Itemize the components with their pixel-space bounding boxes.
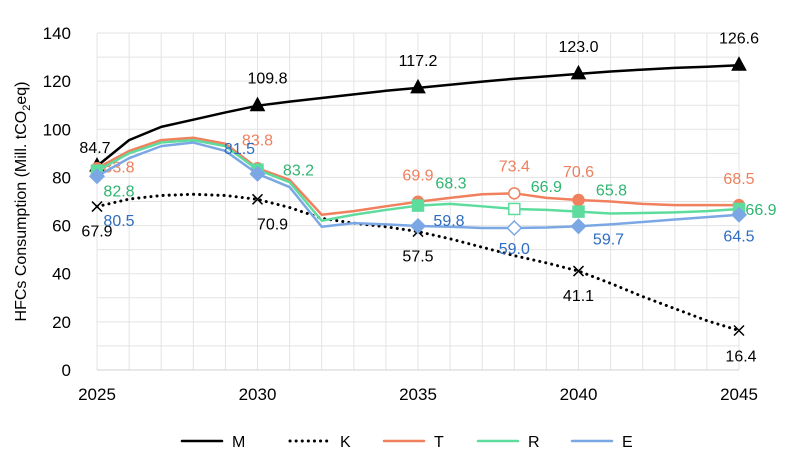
data-point-e: [730, 206, 748, 223]
data-point-m: [570, 64, 587, 80]
data-point-r: [508, 202, 521, 216]
y-axis-label: HFCs Consumption (Mill. tCO2eq): [13, 82, 33, 322]
y-tick-label: 0: [62, 361, 71, 380]
data-label-t: 83.8: [103, 159, 134, 176]
y-tick-label: 40: [52, 265, 71, 284]
data-label-e: 59.0: [499, 241, 530, 258]
data-label-m: 123.0: [558, 39, 598, 56]
y-tick-label: 140: [43, 24, 71, 43]
data-label-m: 109.8: [247, 71, 287, 88]
data-point-t: [572, 193, 585, 207]
data-point-k: [91, 201, 103, 213]
x-tick-label: 2030: [239, 385, 277, 404]
data-point-r: [411, 199, 425, 212]
data-label-t: 83.8: [242, 132, 273, 149]
data-label-t: 73.4: [499, 158, 530, 175]
data-point-e: [506, 219, 523, 237]
data-label-m: 117.2: [399, 53, 438, 70]
data-label-r: 82.8: [103, 184, 134, 201]
y-tick-label: 80: [52, 168, 71, 187]
data-label-e: 59.7: [593, 231, 624, 248]
legend-label-t: T: [434, 434, 444, 451]
data-point-e: [570, 218, 587, 235]
data-label-k: 16.4: [725, 349, 756, 366]
data-point-t: [508, 187, 521, 200]
data-label-t: 70.6: [563, 164, 594, 181]
data-label-k: 67.9: [81, 224, 112, 241]
data-label-r: 66.9: [745, 202, 776, 219]
data-label-e: 64.5: [723, 229, 754, 246]
y-tick-label: 120: [43, 72, 71, 91]
data-point-k: [572, 265, 585, 277]
x-tick-label: 2025: [78, 385, 116, 404]
data-label-e: 59.8: [433, 213, 464, 230]
data-label-t: 68.5: [723, 171, 754, 188]
data-label-e: 81.5: [224, 141, 255, 158]
x-tick-label: 2045: [720, 385, 758, 404]
legend-label-r: R: [528, 434, 540, 451]
x-tick-label: 2035: [399, 385, 437, 404]
legend-label-k: K: [340, 434, 351, 451]
data-point-m: [731, 56, 747, 71]
y-tick-label: 100: [43, 120, 71, 139]
legend-label-m: M: [232, 434, 245, 451]
series-line-k: [95, 192, 741, 333]
y-tick-label: 60: [52, 217, 71, 236]
data-point-m: [249, 96, 266, 112]
data-point-k: [733, 324, 745, 337]
data-label-r: 68.3: [435, 176, 466, 193]
data-label-t: 69.9: [402, 168, 433, 185]
data-label-r: 66.9: [531, 179, 562, 196]
data-label-k: 70.9: [257, 216, 288, 233]
x-tick-label: 2040: [560, 385, 598, 404]
y-tick-label: 20: [52, 313, 71, 332]
data-point-k: [251, 193, 264, 205]
legend-label-e: E: [622, 434, 633, 451]
data-label-r: 83.2: [283, 163, 314, 180]
data-label-r: 65.8: [596, 183, 627, 200]
data-point-r: [572, 205, 585, 218]
data-point-e: [88, 168, 106, 185]
data-label-k: 57.5: [402, 249, 433, 266]
data-point-e: [409, 217, 427, 235]
data-label-e: 80.5: [103, 213, 134, 230]
data-label-k: 41.1: [563, 288, 594, 305]
data-point-e: [249, 165, 266, 182]
data-label-m: 84.7: [79, 140, 110, 157]
data-point-m: [410, 78, 426, 94]
data-label-m: 126.6: [719, 30, 759, 47]
